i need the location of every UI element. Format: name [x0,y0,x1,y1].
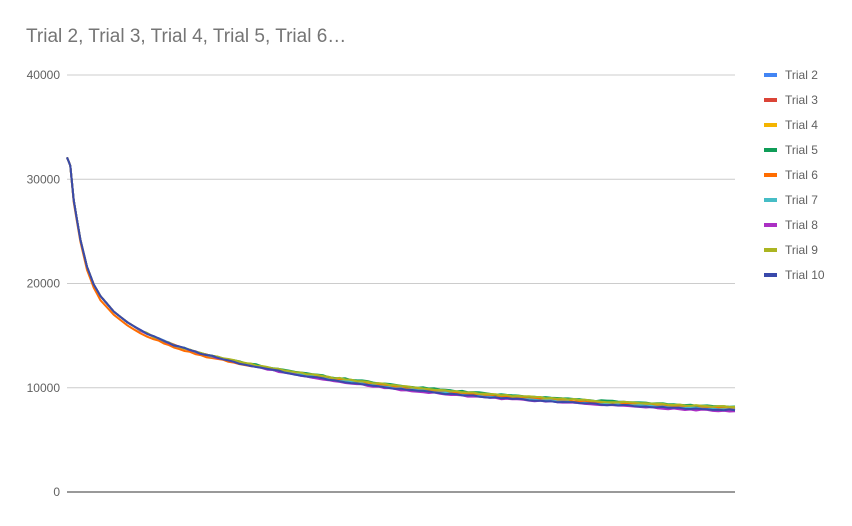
series-lines [66,157,736,413]
chart-title: Trial 2, Trial 3, Trial 4, Trial 5, Tria… [26,26,347,47]
series-line-trial-4 [66,157,736,410]
legend: Trial 2 Trial 3 Trial 4 Trial 5 Trial 6 Trial… [764,68,825,282]
series-line-trial-9 [66,157,735,408]
legend-label: Trial 8 [785,218,818,232]
legend-item-trial-5[interactable]: Trial 5 [764,143,818,157]
legend-label: Trial 5 [785,143,818,157]
legend-swatch [764,198,777,202]
legend-swatch [764,123,777,127]
legend-swatch [764,148,777,152]
legend-label: Trial 6 [785,168,818,182]
legend-swatch [764,248,777,252]
legend-item-trial-10[interactable]: Trial 10 [764,268,825,282]
legend-item-trial-9[interactable]: Trial 9 [764,243,818,257]
legend-label: Trial 9 [785,243,818,257]
y-tick-label: 30000 [27,172,61,186]
legend-swatch [764,223,777,227]
legend-swatch [764,73,777,77]
legend-label: Trial 4 [785,118,818,132]
legend-item-trial-7[interactable]: Trial 7 [764,193,818,207]
legend-label: Trial 3 [785,93,818,107]
legend-label: Trial 7 [785,193,818,207]
y-tick-label: 40000 [27,68,61,82]
legend-swatch [764,273,777,277]
y-tick-label: 0 [53,485,60,499]
legend-item-trial-4[interactable]: Trial 4 [764,118,818,132]
legend-item-trial-8[interactable]: Trial 8 [764,218,818,232]
legend-swatch [764,173,777,177]
legend-swatch [764,98,777,102]
legend-label: Trial 2 [785,68,818,82]
y-axis-ticks: 0 10000 20000 30000 40000 [27,68,61,499]
y-tick-label: 20000 [27,277,61,291]
legend-label: Trial 10 [785,268,825,282]
legend-item-trial-6[interactable]: Trial 6 [764,168,818,182]
legend-item-trial-3[interactable]: Trial 3 [764,93,818,107]
legend-item-trial-2[interactable]: Trial 2 [764,68,818,82]
y-tick-label: 10000 [27,381,61,395]
series-line-trial-10 [66,157,736,412]
series-line-trial-5 [66,157,736,408]
series-line-trial-8 [66,157,736,413]
